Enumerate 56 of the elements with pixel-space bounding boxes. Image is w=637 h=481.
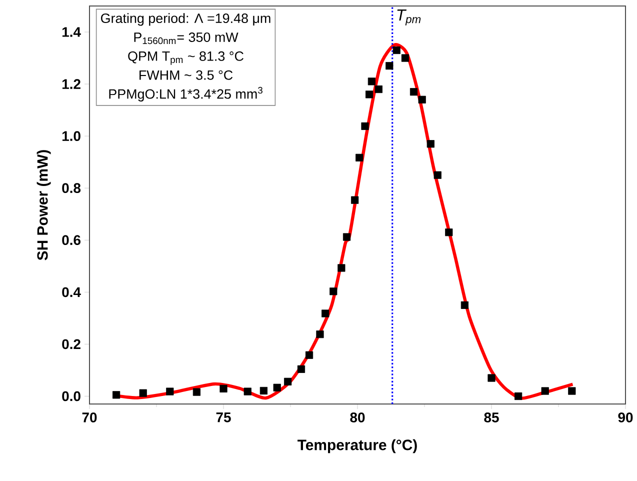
point [297,365,306,373]
point [460,301,469,309]
y-tick-label: 0.2 [62,339,80,350]
point [322,310,330,318]
point [374,85,382,94]
y-tick-label: 0.8 [62,183,81,194]
point [445,228,453,236]
point [316,330,324,338]
y-tick-label: 0.6 [62,235,80,246]
point [192,388,200,396]
y-axis-title: SH Power (mW) [36,150,51,260]
y-tick-label: 1.2 [62,79,80,89]
annotation: PPMgO:LN 1*3.4*25 mm$^{3}$ [109,86,262,102]
point [514,392,522,400]
point [434,171,442,179]
point [410,88,418,96]
point [342,233,351,241]
point [368,78,376,86]
point [260,386,268,395]
ref-line-label: T$_{pm}$ [397,10,421,26]
point [220,384,228,392]
point [244,388,252,396]
point [284,378,292,386]
point [426,140,434,148]
point [541,387,549,395]
x-tick-label: 85 [484,412,499,422]
x-tick-label: 75 [216,412,231,422]
point [392,46,400,54]
point [365,90,374,98]
point [418,96,426,104]
point [139,389,147,397]
point [361,122,369,130]
point [488,374,496,382]
point [112,391,120,399]
point [386,62,394,70]
annotation: P$_{1560nm}$= 350 mW [134,32,238,44]
point [273,384,281,392]
y-tick-label: 0.4 [62,287,81,298]
point [356,154,364,162]
point [351,196,359,204]
x-tick-label: 90 [618,412,633,422]
x-tick-label: 70 [82,412,97,422]
y-tick-label: 1.4 [62,27,81,37]
annotation: Grating period: Λ =19.48 μm [101,13,270,26]
annotation: FWHM ~ 3.5 °C [140,70,233,80]
point [338,264,346,272]
point [401,54,410,62]
x-tick-label: 80 [350,412,365,422]
x-axis-title: Temperature (°C) [298,439,417,454]
y-tick-label: 0.0 [62,391,80,402]
point [305,351,314,359]
y-tick-label: 1.0 [62,131,80,142]
point [166,388,174,396]
point [568,387,576,395]
point [330,288,338,296]
annotation: QPM T$_{pm}$ ~ 81.3 °C [128,51,244,65]
